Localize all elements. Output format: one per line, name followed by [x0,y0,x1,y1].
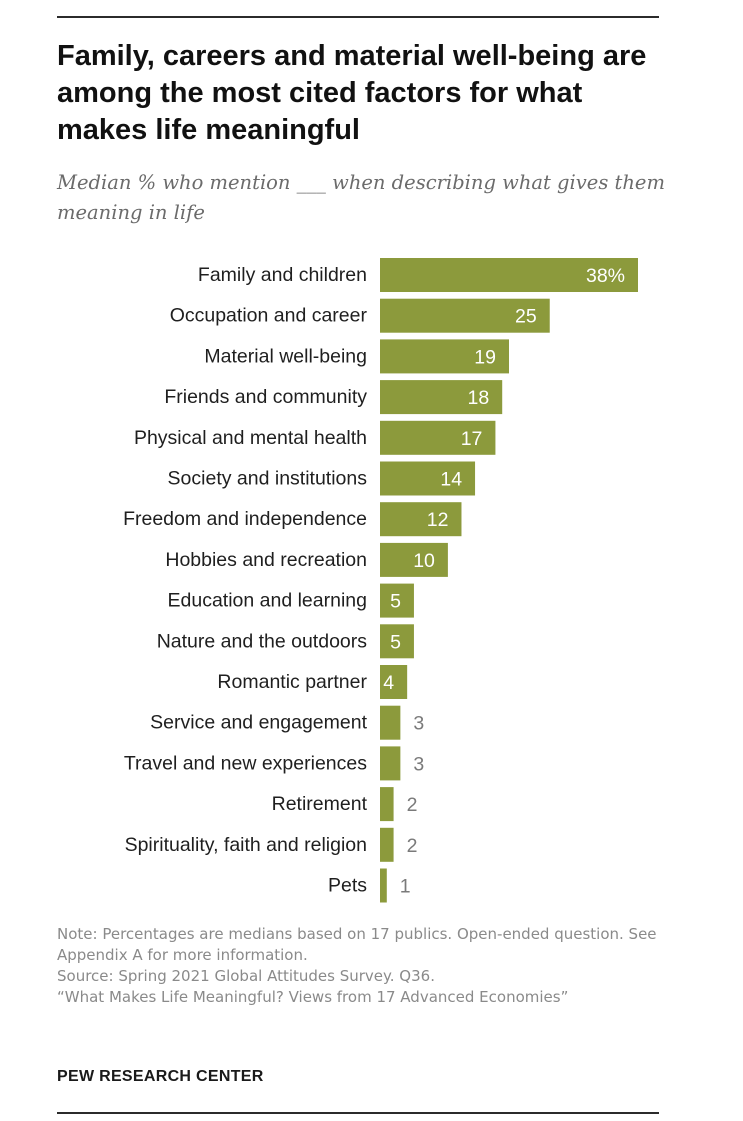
value-label: 3 [413,713,424,735]
category-label: Romantic partner [217,671,367,693]
bar [380,705,401,740]
value-label: 25 [515,306,537,328]
category-label: Spirituality, faith and religion [125,834,367,856]
pew-research-center-logo: PEW RESEARCH CENTER [57,1068,264,1085]
value-label: 3 [413,753,424,775]
note-text: Note: Percentages are medians based on 1… [57,925,657,964]
chart-notes: Note: Percentages are medians based on 1… [57,924,667,1008]
bar [380,827,394,862]
bar [380,624,414,659]
value-label: 18 [468,387,490,409]
bar [380,746,401,781]
category-label: Pets [328,875,367,897]
category-label: Nature and the outdoors [157,630,368,652]
value-label: 19 [474,346,496,368]
value-label: 5 [390,631,401,653]
bar [380,502,462,537]
bar [380,868,387,903]
category-label: Retirement [272,793,368,815]
bar [380,339,509,374]
value-label: 14 [440,469,462,491]
bar [380,787,394,822]
bar [380,420,496,455]
bottom-rule [57,1112,659,1114]
category-label: Service and engagement [150,712,367,734]
category-label: Family and children [198,264,367,286]
top-rule [57,16,659,18]
category-label: Friends and community [164,386,367,408]
bar [380,380,503,415]
value-label: 4 [383,672,394,694]
bar [380,542,448,577]
bar [380,665,408,699]
chart-title: Family, careers and material well-being … [57,40,647,146]
value-label: 38% [586,265,625,287]
chart-subtitle: Median % who mention ___ when describing… [57,171,665,224]
bar [380,258,638,292]
category-label: Society and institutions [168,468,368,490]
category-label: Occupation and career [170,305,368,327]
value-label: 12 [427,509,449,531]
value-label: 1 [400,876,411,898]
category-label: Freedom and independence [123,508,367,530]
value-label: 2 [407,835,418,857]
bar [380,461,476,496]
category-label: Physical and mental health [134,427,367,449]
bar [380,583,414,618]
value-label: 17 [461,428,483,450]
category-label: Travel and new experiences [124,752,367,774]
category-label: Hobbies and recreation [165,549,367,571]
bar-chart: Family and children 38% Occupation and car… [123,258,638,903]
value-label: 10 [413,550,435,572]
report-title-text: “What Makes Life Meaningful? Views from … [57,988,569,1006]
value-label: 2 [407,794,418,816]
category-label: Education and learning [168,590,368,612]
source-text: Source: Spring 2021 Global Attitudes Sur… [57,967,435,985]
value-label: 5 [390,591,401,613]
category-label: Material well-being [204,345,367,367]
bar [380,298,550,333]
